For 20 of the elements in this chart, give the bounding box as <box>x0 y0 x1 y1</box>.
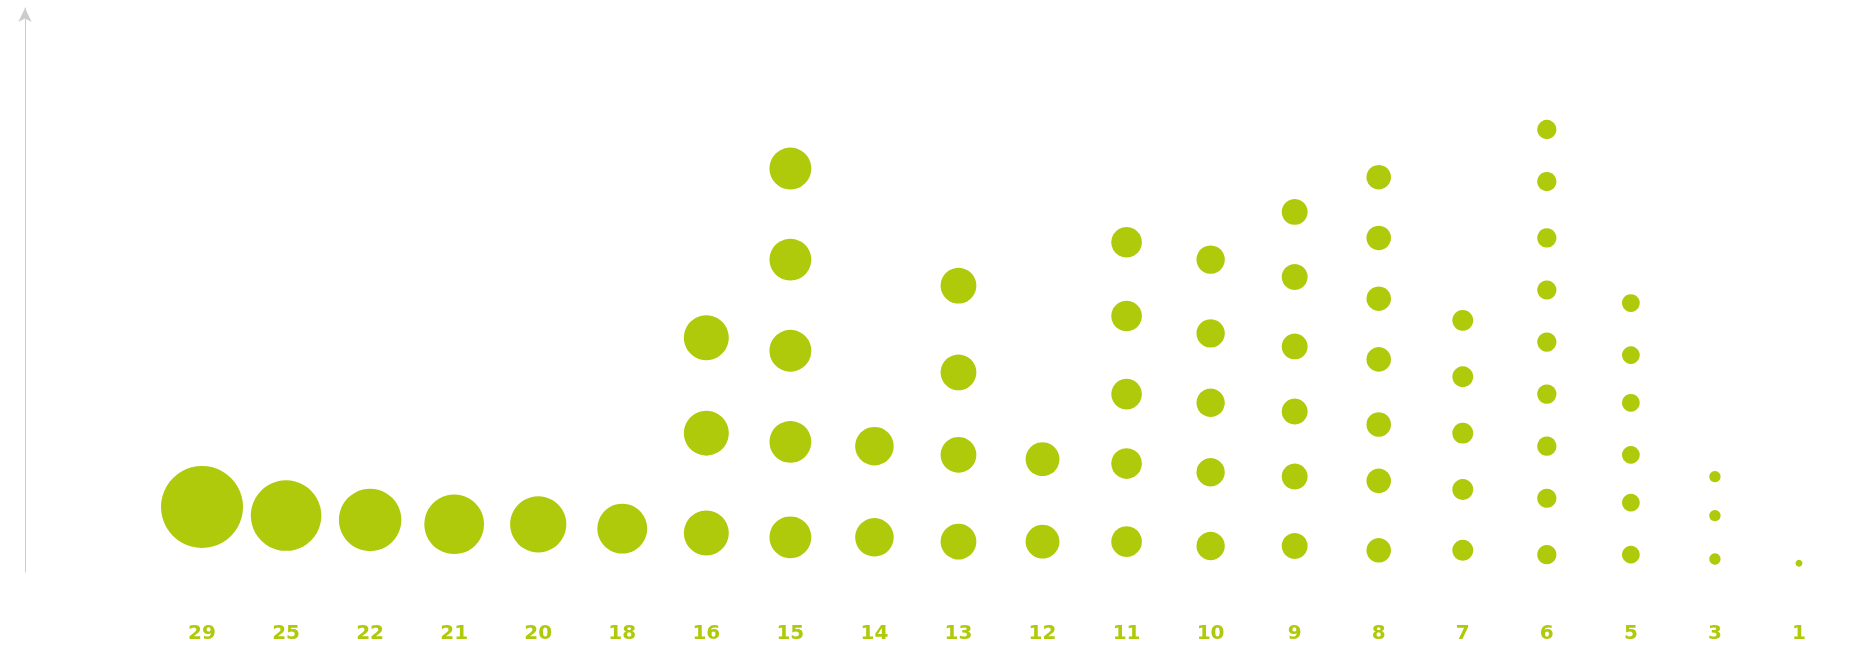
x-tick-label: 22 <box>356 620 385 644</box>
x-tick-label: 14 <box>860 620 889 644</box>
x-tick-label: 6 <box>1539 620 1554 644</box>
x-tick-label: 21 <box>440 620 469 644</box>
x-tick-label: 13 <box>944 620 973 644</box>
x-tick-label: 9 <box>1287 620 1302 644</box>
x-tick-label: 1 <box>1792 620 1806 644</box>
x-tick-label: 3 <box>1707 620 1722 644</box>
x-tick-label: 8 <box>1371 620 1386 644</box>
x-tick-label: 11 <box>1112 620 1141 644</box>
x-tick-label: 18 <box>608 620 637 644</box>
x-tick-label: 29 <box>188 620 216 644</box>
x-tick-label: 12 <box>1028 620 1057 644</box>
x-tick-label: 20 <box>524 620 553 644</box>
x-tick-label: 10 <box>1196 620 1225 644</box>
x-tick-label: 16 <box>692 620 721 644</box>
x-tick-label: 15 <box>776 620 805 644</box>
x-tick-label: 5 <box>1623 620 1638 644</box>
x-tick-label: 7 <box>1455 620 1470 644</box>
x-tick-label: 25 <box>272 620 300 644</box>
